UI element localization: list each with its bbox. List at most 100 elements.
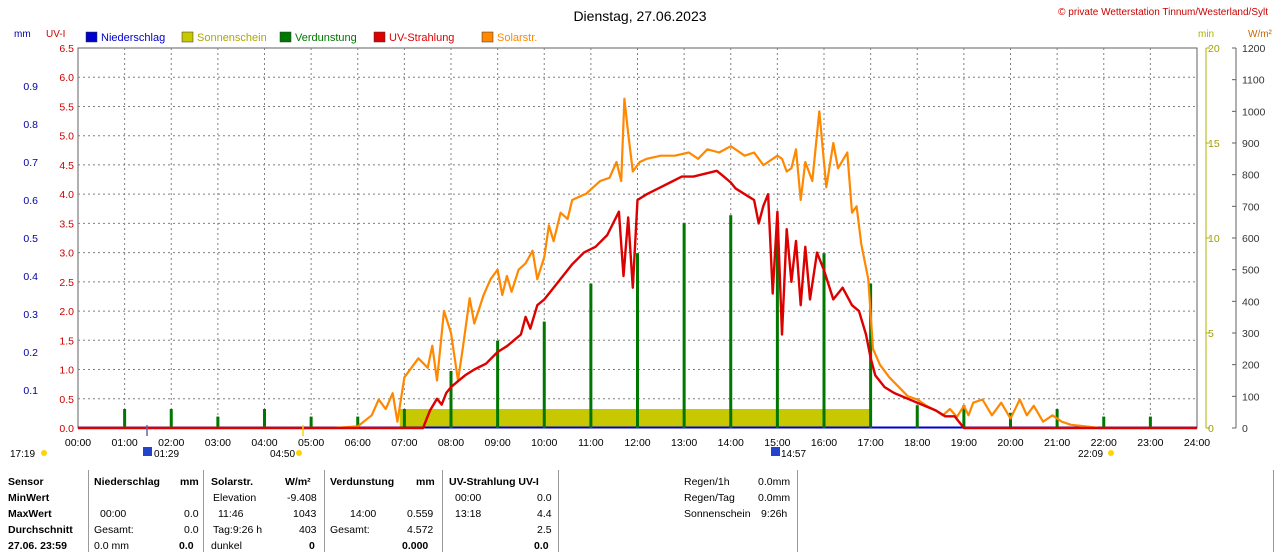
extra-value: 0.0mm: [758, 492, 791, 504]
min-tick-label: 15: [1208, 138, 1220, 150]
x-tick-label: 24:00: [1184, 437, 1210, 449]
x-tick-label: 13:00: [671, 437, 697, 449]
uv-tick-label: 3.0: [59, 248, 74, 260]
table-cell: 0: [309, 540, 315, 552]
extra-value: 9:26h: [761, 508, 788, 520]
table-head-mm2: mm: [416, 476, 435, 488]
x-tick-label: 05:00: [298, 437, 324, 449]
x-tick-label: 00:00: [65, 437, 91, 449]
uv-tick-label: 0.0: [59, 423, 74, 435]
wm2-tick-label: 900: [1242, 138, 1260, 150]
wm2-tick-label: 700: [1242, 201, 1260, 213]
uv-tick-label: 5.5: [59, 101, 74, 113]
table-cell: 0.000: [402, 540, 429, 552]
x-tick-label: 16:00: [811, 437, 837, 449]
extra-label: Regen/1h: [684, 476, 730, 488]
table-cell: 0.0 mm: [94, 540, 130, 552]
solar-series-line: [78, 97, 1197, 430]
wm2-tick-label: 800: [1242, 170, 1260, 182]
mm-tick-label: 0.6: [23, 195, 38, 207]
sunset-time: 14:57: [781, 449, 806, 460]
x-tick-label: 10:00: [531, 437, 557, 449]
evaporation-bar: [542, 321, 546, 428]
x-tick-label: 21:00: [1044, 437, 1070, 449]
sun-icon: [41, 450, 47, 456]
x-tick-label: 04:00: [251, 437, 277, 449]
x-tick-label: 17:00: [857, 437, 883, 449]
sunrise-icon: [143, 447, 152, 456]
table-cell: 4.572: [407, 524, 434, 536]
table-head-uv: UV-Strahlung UV-I: [449, 476, 539, 488]
uv-tick-label: 0.5: [59, 394, 74, 406]
table-head-wm2: W/m²: [285, 476, 311, 488]
uv-series-line: [78, 169, 1197, 430]
table-cell: 00:00: [455, 492, 482, 504]
evaporation-bar: [123, 409, 127, 428]
evaporation-bar: [775, 238, 779, 428]
evaporation-bar: [496, 340, 500, 428]
x-tick-label: 09:00: [484, 437, 510, 449]
x-tick-label: 07:00: [391, 437, 417, 449]
x-tick-label: 12:00: [624, 437, 650, 449]
table-head-niederschlag: Niederschlag: [94, 476, 160, 488]
table-cell: 00:00: [100, 508, 127, 520]
table-cell: 1043: [293, 508, 317, 520]
table-head-mm: mm: [180, 476, 199, 488]
min-tick-label: 10: [1208, 233, 1220, 245]
sunrise-label: 04:50: [270, 449, 295, 460]
x-tick-label: 23:00: [1137, 437, 1163, 449]
legend-label: Solarstr.: [497, 32, 537, 44]
table-cell: Gesamt:: [330, 524, 370, 536]
wm2-tick-label: 1000: [1242, 106, 1266, 118]
wm2-tick-label: 200: [1242, 360, 1260, 372]
x-tick-label: 11:00: [578, 437, 604, 449]
evaporation-bar: [263, 409, 266, 428]
table-label-min: MinWert: [8, 492, 50, 504]
x-tick-label: 22:00: [1091, 437, 1117, 449]
min-tick-label: 20: [1208, 43, 1220, 55]
table-cell: 403: [299, 524, 317, 536]
sunshine-bar: [399, 409, 871, 428]
uv-tick-label: 2.5: [59, 277, 74, 289]
evaporation-bar: [1148, 416, 1152, 428]
evaporation-bar: [356, 416, 360, 428]
x-tick-label: 14:00: [718, 437, 744, 449]
x-tick-label: 02:00: [158, 437, 184, 449]
legend-swatch: [373, 31, 386, 43]
table-cell: 11:46: [218, 508, 244, 520]
table-cell: 0.0: [534, 540, 549, 552]
mm-tick-label: 0.9: [23, 81, 38, 93]
evaporation-bar: [402, 409, 406, 428]
table-cell: 13:18: [455, 508, 482, 520]
sunset-icon: [771, 447, 780, 456]
uv-tick-label: 1.0: [59, 365, 74, 377]
extra-label: Sonnenschein: [684, 508, 751, 520]
chart-legend: Niederschlag Sonnenschein Verdunstung UV-St…: [85, 31, 537, 44]
evaporation-bar: [915, 405, 919, 428]
mm-tick-label: 0.3: [23, 309, 38, 321]
table-cell: 0.0: [179, 540, 194, 552]
chart-axes: 00:00 01:00 02:00 03:00 04:00 05:00 06:00 07:00…: [23, 43, 1265, 449]
evaporation-bar: [822, 253, 826, 428]
sun-icon: [296, 450, 302, 456]
legend-swatch: [85, 31, 98, 43]
axis-unit-min: min: [1198, 29, 1214, 40]
uv-tick-label: 1.5: [59, 335, 74, 347]
table-label-avg: Durchschnitt: [8, 524, 73, 536]
dawn-time: 17:19: [10, 449, 35, 460]
table-cell: 0.0: [537, 492, 552, 504]
sun-icon: [1108, 450, 1114, 456]
legend-swatch: [181, 31, 194, 43]
wm2-tick-label: 500: [1242, 265, 1260, 277]
legend-label: Niederschlag: [101, 32, 165, 44]
wm2-tick-label: 400: [1242, 296, 1260, 308]
mm-tick-label: 0.8: [23, 119, 38, 131]
table-cell: 0.0: [184, 524, 199, 536]
wm2-tick-label: 600: [1242, 233, 1260, 245]
x-tick-label: 20:00: [997, 437, 1023, 449]
wm2-tick-label: 1100: [1242, 75, 1265, 87]
evaporation-bar: [589, 283, 593, 428]
axis-unit-mm: mm: [14, 29, 31, 40]
evaporation-bar: [962, 405, 966, 428]
table-head-sensor: Sensor: [8, 476, 44, 488]
